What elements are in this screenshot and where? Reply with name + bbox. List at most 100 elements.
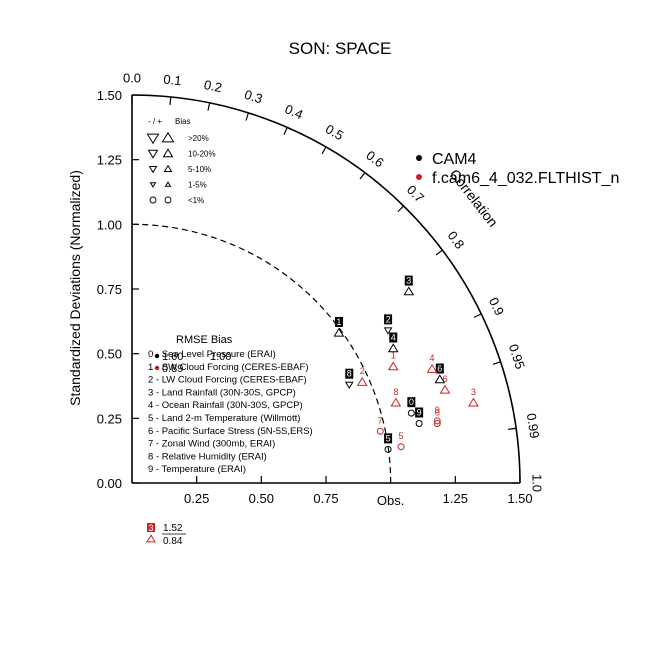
data-point-marker	[426, 363, 438, 373]
data-point-marker	[387, 361, 399, 371]
variable-legend-dot	[154, 365, 160, 371]
variable-legend-item: 9 - Temperature (ERAI)	[148, 464, 246, 475]
corr-tick-label: 0.3	[243, 87, 265, 107]
corr-tick-label: 0.99	[524, 412, 542, 439]
data-point-label: 8	[347, 369, 352, 379]
data-point-label: 9	[435, 405, 440, 415]
bias-legend-marker	[161, 131, 175, 143]
variable-legend-value: 1.60	[162, 351, 183, 363]
example-key-marker	[146, 534, 156, 543]
bias-legend-label: 1-5%	[188, 181, 207, 190]
x-tick-label: 1.50	[507, 491, 532, 506]
bias-legend-marker	[164, 196, 172, 204]
bias-legend-marker	[149, 196, 157, 204]
corr-tick-label: 0.4	[283, 101, 306, 122]
bias-legend-marker	[163, 164, 173, 172]
variable-legend-item: 3 - Land Rainfall (30N-30S, GPCP)	[148, 387, 296, 398]
variable-legend-item: 2 - LW Cloud Forcing (CERES-EBAF)	[148, 375, 307, 386]
corr-tick	[492, 361, 501, 365]
case-legend-dot	[416, 174, 422, 180]
example-key-value-top: 1.52	[163, 523, 183, 534]
data-point-marker	[468, 397, 479, 407]
data-point-label-box	[435, 363, 444, 374]
y-tick-label: 1.50	[97, 88, 122, 103]
data-point-marker	[415, 420, 423, 428]
bias-legend-label: >20%	[188, 134, 209, 143]
corr-tick	[245, 112, 249, 121]
bias-legend-marker	[146, 133, 160, 145]
corr-tick-label: 0.9	[486, 295, 507, 318]
bias-legend-marker	[148, 166, 158, 174]
data-point-label: 4	[391, 332, 396, 342]
bias-legend-marker	[147, 149, 159, 159]
corr-tick-label: 0.7	[404, 182, 427, 205]
bias-legend-label: 5-10%	[188, 165, 211, 174]
corr-tick	[397, 205, 405, 213]
corr-tick-label: 0.1	[163, 72, 182, 89]
bias-legend-label: <1%	[188, 196, 204, 205]
corr-tick-label: 0.0	[123, 70, 141, 85]
data-point-marker	[434, 374, 446, 384]
data-point-marker	[390, 397, 402, 407]
case-legend: CAM4 f.cam6_4_032.FLTHIST_n	[416, 151, 619, 187]
data-point-marker	[439, 384, 451, 394]
example-key-id: 3	[148, 523, 153, 533]
variable-legend-header: RMSE Bias	[176, 334, 233, 346]
data-point-label-box	[389, 332, 398, 343]
bias-legend-header: Bias	[175, 117, 191, 126]
data-point-label-box	[404, 275, 413, 286]
y-tick-label: 0.00	[97, 476, 122, 491]
obs-label: Obs.	[377, 493, 404, 508]
data-point-label-box	[384, 314, 393, 325]
corr-tick-label: 0.2	[203, 77, 224, 95]
case-legend-dot	[416, 155, 422, 161]
variable-legend-item: 8 - Relative Humidity (ERAI)	[148, 451, 267, 462]
outer-arc	[131, 94, 521, 484]
corr-tick-label: 0.6	[363, 148, 386, 171]
data-point-label: 8	[393, 387, 398, 397]
variable-legend: RMSE Bias 1.60 1.00 0.89 0 - Sea Level Press…	[148, 334, 313, 475]
variable-legend-item: 0 - Sea Level Pressure (ERAI)	[148, 349, 276, 360]
bias-legend-marker	[162, 148, 174, 158]
y-axis-label: Standardized Deviations (Normalized)	[67, 170, 83, 406]
correlation-axis: 0.0 0.1 0.2 0.3 0.4 0.5 0.6 0.7 0.8 0.9 0.95 0.99 1.…	[123, 70, 545, 492]
data-point-marker	[397, 443, 405, 451]
example-key-box	[147, 523, 155, 532]
variable-legend-item: 7 - Zonal Wind (300mb, ERAI)	[148, 439, 275, 450]
x-tick-label: 0.25	[184, 491, 209, 506]
data-point-marker	[356, 376, 368, 386]
data-point-marker	[403, 286, 415, 296]
axes: 0.000.250.500.751.001.251.500.25 0.50 0.75…	[97, 88, 533, 508]
example-key: 3 1.52 0.84	[146, 523, 186, 547]
y-tick-label: 0.50	[97, 347, 122, 362]
data-point-label: 5	[399, 431, 404, 441]
corr-tick-label: 0.95	[506, 342, 528, 371]
y-tick-label: 1.00	[97, 217, 122, 232]
corr-tick	[283, 127, 288, 135]
data-point-label: 5	[386, 433, 391, 443]
corr-tick-label: 1.0	[530, 474, 545, 492]
data-point-marker	[376, 427, 384, 435]
variable-legend-value: 1.00	[210, 351, 231, 363]
data-point-marker	[433, 417, 441, 425]
data-point-label-box	[407, 397, 416, 408]
data-point-label: 3	[406, 276, 411, 286]
data-point-label-box	[345, 368, 354, 379]
corr-tick-label: 0.5	[323, 121, 346, 143]
bias-legend-label: 10-20%	[188, 150, 216, 159]
data-point-marker	[384, 445, 392, 453]
x-tick-label: 0.50	[249, 491, 274, 506]
data-point-label: 9	[417, 408, 422, 418]
bias-legend-header: - / +	[148, 117, 162, 126]
y-tick-label: 0.75	[97, 282, 122, 297]
data-point-label: 2	[360, 366, 365, 376]
x-tick-label: 1.25	[443, 491, 468, 506]
corr-tick	[508, 427, 517, 430]
data-point-label: 7	[378, 415, 383, 425]
data-point-marker	[407, 409, 415, 417]
corr-tick	[321, 146, 327, 155]
example-key-value-bottom: 0.84	[163, 536, 183, 547]
data-point-label-box	[415, 407, 424, 418]
